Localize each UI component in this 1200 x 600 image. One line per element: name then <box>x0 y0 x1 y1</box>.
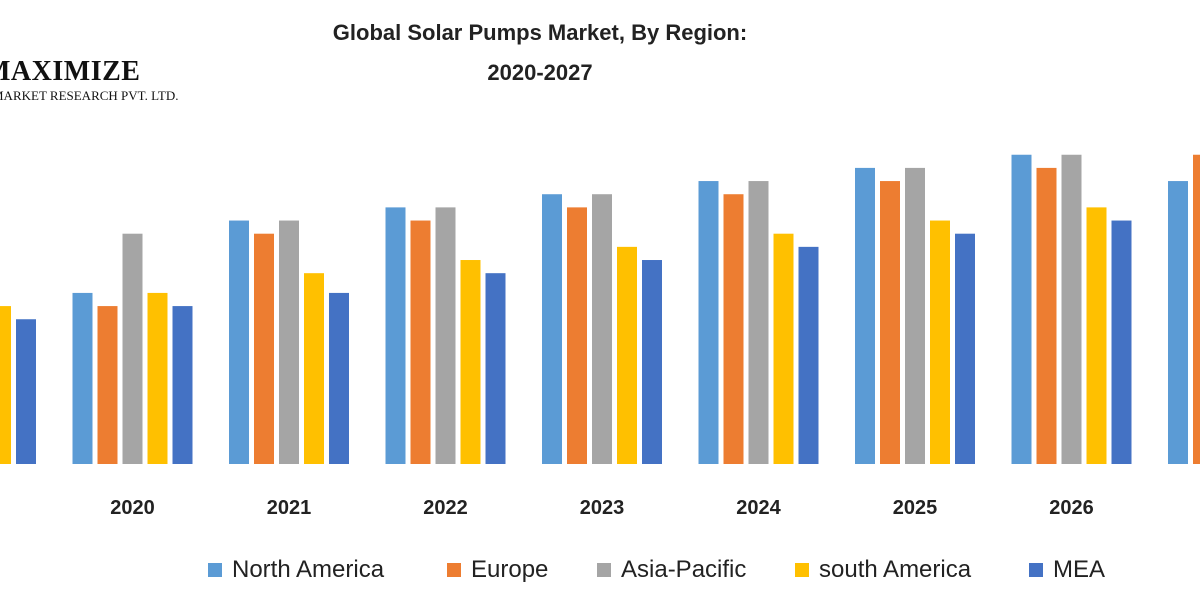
bar-asia-pacific-2022 <box>435 207 456 464</box>
bar-north-america-2026 <box>1011 154 1032 465</box>
bar-europe-2022 <box>410 220 431 464</box>
bar-mea-2026 <box>1111 220 1132 464</box>
bar-south-america-2021 <box>304 273 324 464</box>
legend-label: North America <box>232 556 385 583</box>
x-tick-label: 2023 <box>580 497 625 519</box>
x-tick-label: 2025 <box>893 497 938 519</box>
legend-label: MEA <box>1053 556 1106 583</box>
legend-item: Asia-Pacific <box>597 553 746 587</box>
bar-mea-2022 <box>485 273 506 464</box>
logo-text: MAXIMIZE <box>0 56 141 87</box>
bar-mea-2025 <box>955 233 975 464</box>
bar-asia-pacific-2021 <box>279 220 299 464</box>
legend-label: Europe <box>471 556 549 583</box>
bar-south-america-2025 <box>930 220 950 464</box>
bar-mea-2024 <box>798 246 819 464</box>
x-tick-label: 2026 <box>1049 497 1094 519</box>
legend-swatch <box>208 563 222 577</box>
bar-south-america-2019 <box>0 306 11 464</box>
bar-north-america-2022 <box>385 207 406 464</box>
x-tick-label: 2024 <box>736 497 781 519</box>
bar-europe-2026 <box>1036 167 1057 464</box>
legend: North America Europe Asia-Pacific south Ame… <box>0 553 1200 587</box>
bar-north-america-2023 <box>542 194 562 464</box>
chart-title: Global Solar Pumps Market, By Region: <box>332 20 748 45</box>
bar-europe-2021 <box>254 233 274 464</box>
bar-europe-2025 <box>880 181 900 464</box>
legend-item: MEA <box>1029 553 1105 587</box>
bar-europe-2024 <box>723 194 744 464</box>
bar-europe-2027 <box>1193 154 1200 465</box>
bar-north-america-2021 <box>229 220 249 464</box>
bar-europe-2020 <box>97 306 118 464</box>
chart-subtitle: 2020-2027 <box>487 60 593 85</box>
legend-item: Europe <box>447 553 548 587</box>
legend-swatch <box>1029 563 1043 577</box>
bar-north-america-2027 <box>1168 181 1188 464</box>
bar-mea-2023 <box>642 260 662 464</box>
bar-mea-2020 <box>172 306 193 464</box>
bar-europe-2023 <box>567 207 587 464</box>
bar-mea-2021 <box>329 292 349 464</box>
bar-north-america-2024 <box>698 181 719 464</box>
x-tick-label: 2022 <box>423 497 468 519</box>
x-tick-label: 2021 <box>267 497 312 519</box>
bar-south-america-2020 <box>147 292 168 464</box>
bar-south-america-2022 <box>460 260 481 464</box>
legend-item: North America <box>208 553 384 587</box>
logo-subtext: MARKET RESEARCH PVT. LTD. <box>0 88 179 103</box>
legend-swatch <box>447 563 461 577</box>
x-tick-label: 2020 <box>110 497 155 519</box>
bar-south-america-2024 <box>773 233 794 464</box>
bar-asia-pacific-2026 <box>1061 154 1082 465</box>
legend-swatch <box>795 563 809 577</box>
bar-north-america-2025 <box>855 167 875 464</box>
bar-south-america-2023 <box>617 246 637 464</box>
legend-label: south America <box>819 556 972 583</box>
bar-north-america-2020 <box>72 292 93 464</box>
bar-asia-pacific-2024 <box>748 181 769 464</box>
legend-item: south America <box>795 553 971 587</box>
bar-asia-pacific-2020 <box>122 233 143 464</box>
bar-south-america-2026 <box>1086 207 1107 464</box>
legend-label: Asia-Pacific <box>621 556 747 583</box>
bar-asia-pacific-2023 <box>592 194 612 464</box>
legend-swatch <box>597 563 611 577</box>
bar-asia-pacific-2025 <box>905 167 925 464</box>
bar-mea-2019 <box>16 319 36 464</box>
